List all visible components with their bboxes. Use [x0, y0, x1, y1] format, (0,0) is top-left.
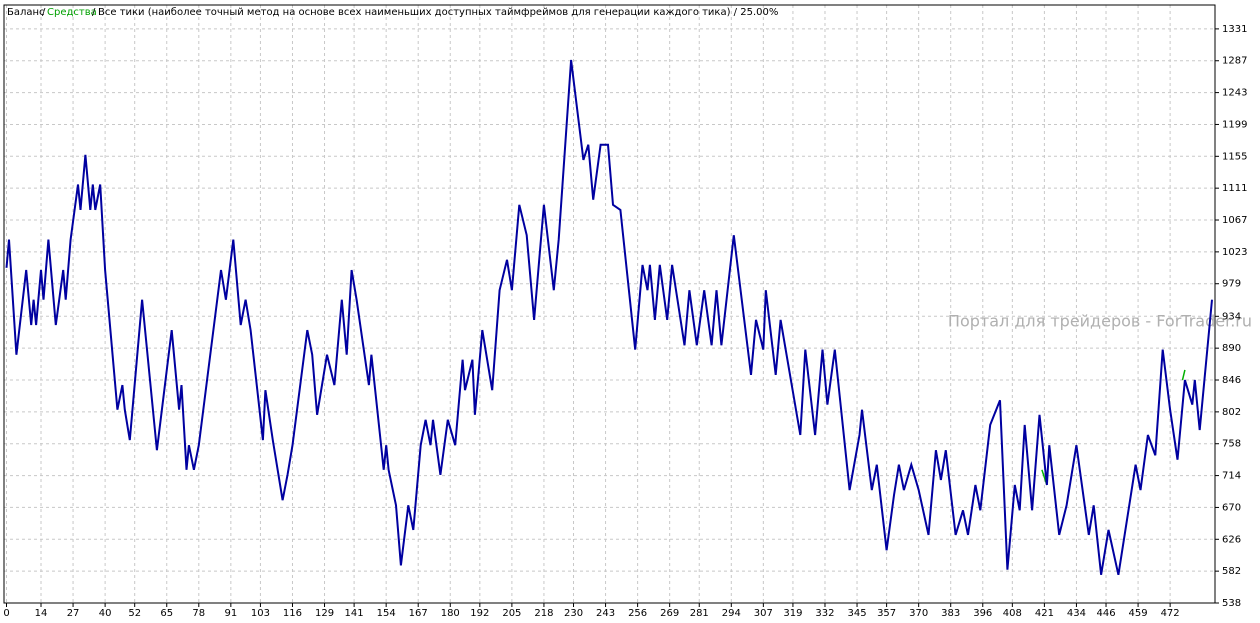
x-tick-label: 332 [815, 608, 834, 619]
x-tick-label: 421 [1035, 608, 1054, 619]
x-tick-label: 459 [1129, 608, 1148, 619]
x-tick-label: 27 [67, 608, 80, 619]
x-tick-label: 154 [377, 608, 396, 619]
y-tick-label: 1243 [1222, 88, 1247, 99]
legend-equity: Средства [47, 7, 97, 18]
y-tick-label: 890 [1222, 343, 1241, 354]
plot [5, 59, 1213, 576]
x-tick-label: 370 [909, 608, 928, 619]
x-tick-label: 396 [973, 608, 992, 619]
x-tick-label: 218 [534, 608, 553, 619]
legend-separator: / [42, 7, 46, 18]
x-tick-label: 78 [192, 608, 205, 619]
y-tick-label: 1155 [1222, 151, 1247, 162]
x-tick-label: 357 [877, 608, 896, 619]
chart-title: Все тики (наиболее точный метод на основ… [98, 7, 778, 18]
x-tick-label: 256 [628, 608, 647, 619]
x-tick-label: 52 [128, 608, 141, 619]
y-tick-label: 1111 [1222, 183, 1247, 194]
y-tick-label: 1023 [1222, 247, 1247, 258]
y-tick-label: 714 [1222, 471, 1241, 482]
x-tick-label: 14 [35, 608, 48, 619]
y-tick-label: 582 [1222, 566, 1241, 577]
x-tick-label: 345 [847, 608, 866, 619]
y-tick-label: 846 [1222, 375, 1241, 386]
y-tick-label: 1199 [1222, 119, 1247, 130]
y-tick-label: 758 [1222, 439, 1241, 450]
x-tick-label: 472 [1161, 608, 1180, 619]
x-tick-label: 141 [345, 608, 364, 619]
x-tick-label: 319 [783, 608, 802, 619]
y-tick-label: 538 [1222, 598, 1241, 609]
x-tick-label: 129 [315, 608, 334, 619]
legend-separator: / [92, 7, 96, 18]
y-tick-label: 802 [1222, 407, 1241, 418]
watermark: Портал для трейдеров - ForTrader.ru [948, 312, 1252, 331]
y-tick-label: 670 [1222, 502, 1241, 513]
series-line [5, 59, 1213, 576]
x-tick-label: 434 [1067, 608, 1086, 619]
y-tick-label: 1067 [1222, 215, 1247, 226]
x-tick-label: 307 [754, 608, 773, 619]
x-tick-label: 269 [660, 608, 679, 619]
x-tick-label: 446 [1096, 608, 1115, 619]
x-tick-label: 281 [690, 608, 709, 619]
x-tick-label: 243 [596, 608, 615, 619]
grid [4, 5, 1215, 604]
x-tick-label: 180 [441, 608, 460, 619]
x-tick-label: 0 [3, 608, 9, 619]
y-tick-label: 1331 [1222, 24, 1247, 35]
y-tick-label: 1287 [1222, 56, 1247, 67]
x-tick-label: 230 [564, 608, 583, 619]
x-tick-label: 167 [409, 608, 428, 619]
legend-balance: Баланс [7, 7, 45, 18]
y-tick-label: 934 [1222, 311, 1241, 322]
x-tick-label: 294 [722, 608, 741, 619]
x-tick-label: 116 [283, 608, 302, 619]
y-tick-label: 979 [1222, 279, 1241, 290]
y-tick-label: 626 [1222, 534, 1241, 545]
x-tick-label: 65 [160, 608, 173, 619]
x-tick-label: 40 [99, 608, 112, 619]
x-tick-label: 91 [224, 608, 237, 619]
plot-frame [3, 4, 1216, 604]
x-tick-label: 103 [251, 608, 270, 619]
x-tick-label: 192 [470, 608, 489, 619]
x-tick-label: 383 [941, 608, 960, 619]
x-tick-label: 408 [1003, 608, 1022, 619]
x-tick-label: 205 [502, 608, 521, 619]
